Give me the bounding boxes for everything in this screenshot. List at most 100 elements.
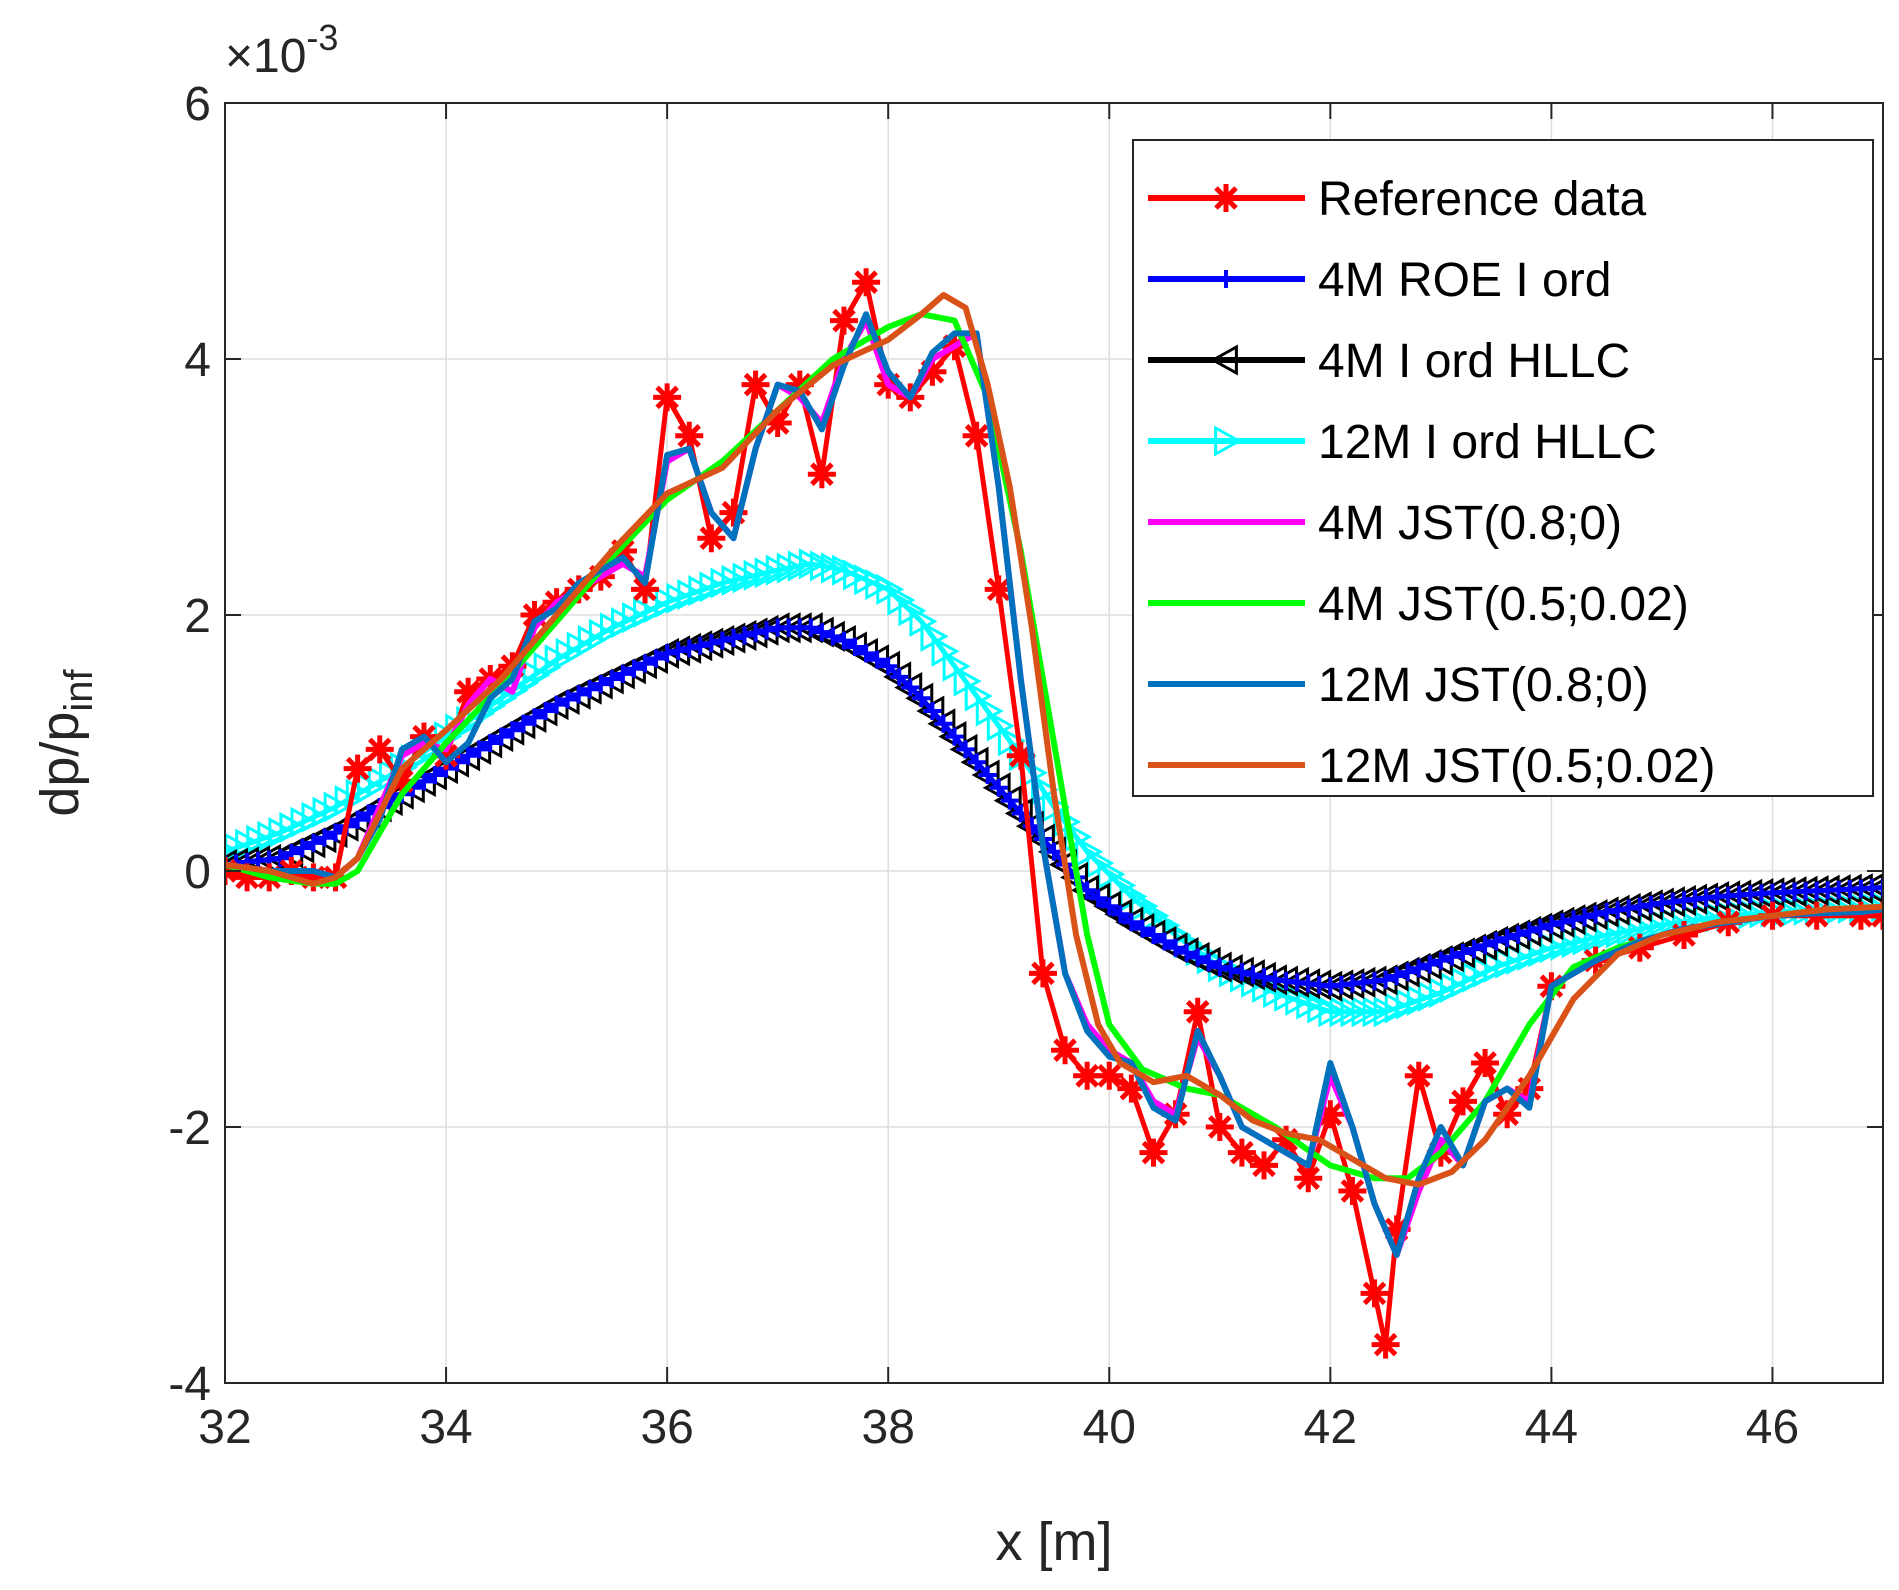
data-point	[1420, 955, 1439, 974]
data-point	[1376, 970, 1395, 989]
legend-item: Reference data	[1148, 173, 1647, 226]
legend-item: 12M I ord HLLC	[1148, 416, 1657, 469]
data-point	[608, 537, 637, 565]
data-point	[852, 268, 881, 297]
data-point	[1221, 960, 1240, 979]
data-point	[1051, 1036, 1080, 1065]
legend-item: 4M ROE I ord	[1148, 254, 1611, 307]
data-point	[989, 778, 1008, 797]
data-point	[1431, 951, 1450, 970]
data-point	[459, 746, 478, 765]
legend-item: 4M JST(0.5;0.02)	[1148, 578, 1689, 631]
data-point	[636, 654, 655, 673]
x-tick-label: 38	[862, 1401, 915, 1454]
data-point	[387, 767, 416, 796]
data-point	[719, 498, 748, 527]
data-point	[1493, 1100, 1522, 1129]
x-axis-title: x [m]	[996, 1512, 1113, 1572]
y-tick-label: 6	[184, 78, 211, 131]
data-point	[426, 766, 445, 784]
data-point	[834, 631, 853, 650]
x-tick-label: 46	[1746, 1401, 1799, 1454]
data-point	[1243, 965, 1262, 984]
data-point	[1250, 1151, 1279, 1180]
x-tick-label: 40	[1083, 1401, 1136, 1454]
data-point	[1133, 919, 1152, 938]
data-point	[956, 740, 975, 759]
data-point	[763, 409, 792, 437]
legend-label: 12M I ord HLLC	[1318, 416, 1657, 469]
data-point	[454, 677, 483, 706]
exponent-label: ×10-3	[225, 17, 338, 83]
data-point	[299, 863, 328, 892]
data-point	[1111, 905, 1130, 924]
data-point	[481, 734, 500, 752]
series-line	[225, 311, 1883, 1182]
series-7	[225, 292, 1883, 1188]
data-point	[962, 421, 991, 450]
data-point	[1155, 932, 1174, 951]
legend-item: 12M JST(0.8;0)	[1148, 659, 1649, 712]
data-point	[857, 644, 876, 663]
data-point	[514, 714, 533, 733]
data-point	[432, 741, 461, 770]
data-point	[829, 306, 858, 335]
x-ticks: 32 34 36 38 40 42 44 46	[198, 103, 1799, 1454]
data-point	[901, 678, 920, 697]
series-5	[225, 311, 1883, 1182]
data-point	[741, 370, 770, 399]
data-point	[1232, 963, 1251, 982]
data-point	[807, 460, 836, 489]
data-point	[1404, 1061, 1433, 1090]
data-point	[918, 357, 947, 386]
data-point	[304, 833, 323, 852]
data-point	[1045, 842, 1063, 861]
data-point	[414, 772, 433, 791]
data-point	[1387, 966, 1406, 985]
data-point	[602, 670, 621, 688]
data-point	[591, 675, 610, 694]
data-point	[1122, 913, 1141, 932]
data-point	[890, 667, 909, 686]
data-point	[1294, 1164, 1323, 1193]
data-point	[315, 828, 334, 847]
data-point	[1006, 741, 1035, 770]
data-point	[1188, 948, 1207, 967]
data-point	[580, 680, 599, 699]
legend: Reference data 4M ROE I ord 4M I ord HLLC 1…	[1132, 139, 1874, 797]
data-point	[746, 623, 765, 642]
data-point	[1214, 425, 1243, 457]
data-point	[1209, 344, 1238, 376]
data-point	[613, 664, 632, 683]
data-point	[470, 740, 489, 759]
data-point	[525, 708, 544, 727]
data-point	[1409, 959, 1428, 978]
data-point	[1531, 919, 1550, 938]
data-point	[1442, 947, 1461, 966]
data-point	[785, 370, 814, 399]
data-point	[1846, 901, 1875, 930]
data-point	[735, 626, 754, 645]
data-point	[1471, 1049, 1500, 1077]
legend-label: 12M JST(0.8;0)	[1318, 659, 1649, 712]
y-tick-label: 0	[184, 846, 211, 899]
data-point	[1476, 936, 1495, 955]
data-point	[680, 639, 699, 658]
legend-label: 4M JST(0.5;0.02)	[1318, 578, 1689, 631]
data-point	[1272, 1125, 1301, 1154]
data-point	[293, 838, 312, 857]
y-tick-label: 4	[184, 334, 211, 387]
data-point	[1874, 878, 1883, 897]
y-axis-title: dp/pinf	[30, 668, 101, 816]
data-point	[1166, 938, 1185, 957]
data-point	[1670, 921, 1699, 949]
x-tick-label: 32	[198, 1401, 251, 1454]
data-point	[1487, 932, 1506, 951]
legend-label: 4M ROE I ord	[1318, 254, 1611, 307]
data-point	[1000, 791, 1019, 810]
data-point	[984, 575, 1013, 604]
data-point	[697, 524, 726, 553]
data-point	[923, 702, 942, 720]
data-point	[801, 618, 820, 637]
data-point	[1575, 908, 1594, 927]
